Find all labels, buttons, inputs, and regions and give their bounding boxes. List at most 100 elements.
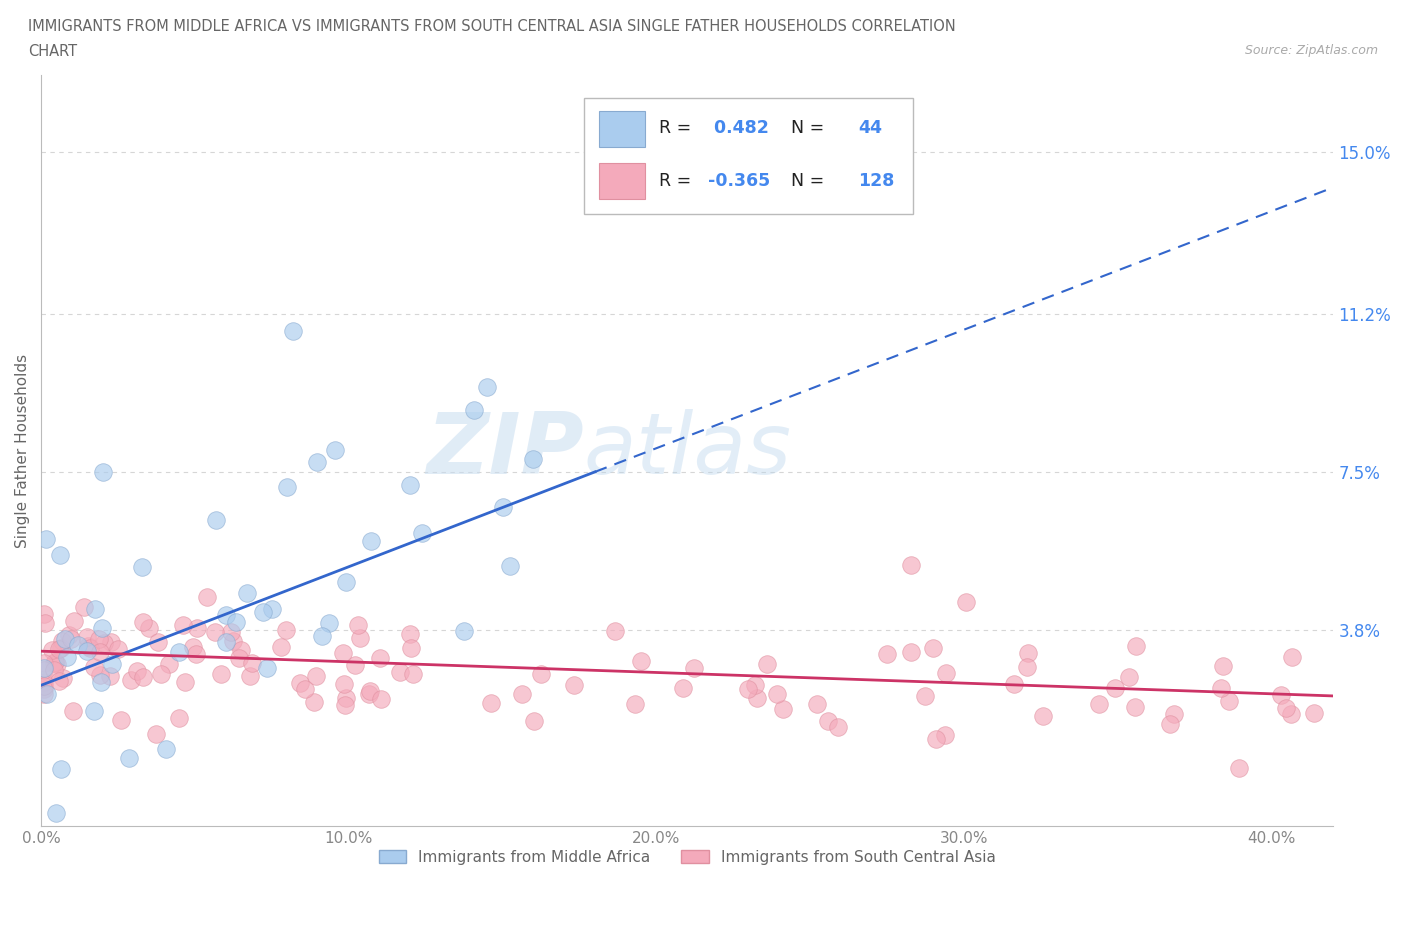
Point bbox=[817, 713, 839, 728]
Bar bbox=[599, 111, 644, 147]
Point bbox=[49, 640, 72, 655]
Point bbox=[745, 690, 768, 705]
Point bbox=[530, 666, 553, 681]
Point bbox=[827, 720, 849, 735]
Point bbox=[89, 668, 111, 683]
Point bbox=[32, 675, 55, 690]
Point bbox=[921, 641, 943, 656]
Point bbox=[110, 713, 132, 728]
Point bbox=[45, 805, 67, 820]
Text: N =: N = bbox=[780, 119, 830, 137]
Point bbox=[41, 643, 63, 658]
Point bbox=[772, 702, 794, 717]
Point bbox=[399, 477, 422, 492]
Point bbox=[256, 660, 278, 675]
Point bbox=[332, 677, 354, 692]
Point bbox=[93, 636, 115, 651]
Point bbox=[205, 513, 228, 528]
Point bbox=[239, 669, 262, 684]
Point bbox=[87, 631, 110, 646]
Point bbox=[276, 479, 298, 494]
Point bbox=[62, 704, 84, 719]
Point bbox=[1227, 761, 1250, 776]
Point bbox=[100, 634, 122, 649]
Point bbox=[302, 695, 325, 710]
Point bbox=[157, 657, 180, 671]
Point bbox=[52, 671, 75, 685]
Text: ZIP: ZIP bbox=[426, 409, 583, 492]
Point bbox=[53, 631, 76, 646]
Point bbox=[411, 525, 433, 540]
Point bbox=[125, 664, 148, 679]
Point bbox=[228, 650, 250, 665]
Point bbox=[107, 641, 129, 656]
Point bbox=[360, 534, 382, 549]
Point bbox=[148, 634, 170, 649]
Point bbox=[35, 687, 58, 702]
Point bbox=[630, 654, 652, 669]
Point bbox=[204, 624, 226, 639]
Point bbox=[120, 672, 142, 687]
Point bbox=[76, 644, 98, 658]
Point bbox=[479, 696, 502, 711]
Point bbox=[132, 615, 155, 630]
Point bbox=[477, 379, 499, 394]
Point bbox=[323, 443, 346, 458]
Point bbox=[117, 751, 139, 765]
Point bbox=[138, 620, 160, 635]
Point bbox=[58, 628, 80, 643]
Point bbox=[1118, 669, 1140, 684]
Point bbox=[242, 656, 264, 671]
Point bbox=[523, 713, 546, 728]
Point bbox=[66, 638, 89, 653]
Point bbox=[1125, 638, 1147, 653]
Point bbox=[32, 660, 55, 675]
Point bbox=[737, 682, 759, 697]
Point bbox=[311, 629, 333, 644]
Point bbox=[682, 661, 704, 676]
Point bbox=[756, 657, 779, 671]
Point bbox=[181, 640, 204, 655]
Point bbox=[90, 674, 112, 689]
Point bbox=[98, 669, 121, 684]
Point bbox=[225, 615, 247, 630]
Point bbox=[173, 675, 195, 690]
Point bbox=[1212, 659, 1234, 674]
Point bbox=[368, 651, 391, 666]
Bar bbox=[599, 164, 644, 199]
Point bbox=[318, 616, 340, 631]
Point bbox=[357, 687, 380, 702]
Point bbox=[914, 688, 936, 703]
Point bbox=[332, 645, 354, 660]
Point bbox=[91, 465, 114, 480]
Point bbox=[32, 679, 55, 694]
Point bbox=[32, 686, 55, 701]
Point bbox=[1002, 677, 1025, 692]
Point bbox=[453, 624, 475, 639]
Point bbox=[294, 682, 316, 697]
Point bbox=[1281, 650, 1303, 665]
Point bbox=[51, 633, 73, 648]
Text: 0.482: 0.482 bbox=[709, 119, 769, 137]
Point bbox=[231, 643, 253, 658]
Point bbox=[83, 602, 105, 617]
Point bbox=[522, 452, 544, 467]
Point bbox=[402, 667, 425, 682]
Text: N =: N = bbox=[780, 171, 830, 190]
Point bbox=[370, 692, 392, 707]
Point bbox=[1032, 709, 1054, 724]
Point bbox=[252, 604, 274, 619]
Point bbox=[900, 644, 922, 659]
Point bbox=[48, 674, 70, 689]
Point bbox=[35, 532, 58, 547]
Point bbox=[1303, 705, 1326, 720]
Point bbox=[260, 602, 283, 617]
Text: CHART: CHART bbox=[28, 44, 77, 59]
Point bbox=[46, 657, 69, 671]
Point bbox=[236, 586, 259, 601]
Point bbox=[34, 616, 56, 631]
Point bbox=[935, 665, 957, 680]
Point bbox=[51, 762, 73, 777]
Point bbox=[305, 669, 328, 684]
Text: R =: R = bbox=[659, 119, 696, 137]
